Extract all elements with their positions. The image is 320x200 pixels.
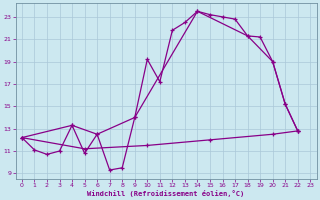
X-axis label: Windchill (Refroidissement éolien,°C): Windchill (Refroidissement éolien,°C) — [87, 190, 245, 197]
